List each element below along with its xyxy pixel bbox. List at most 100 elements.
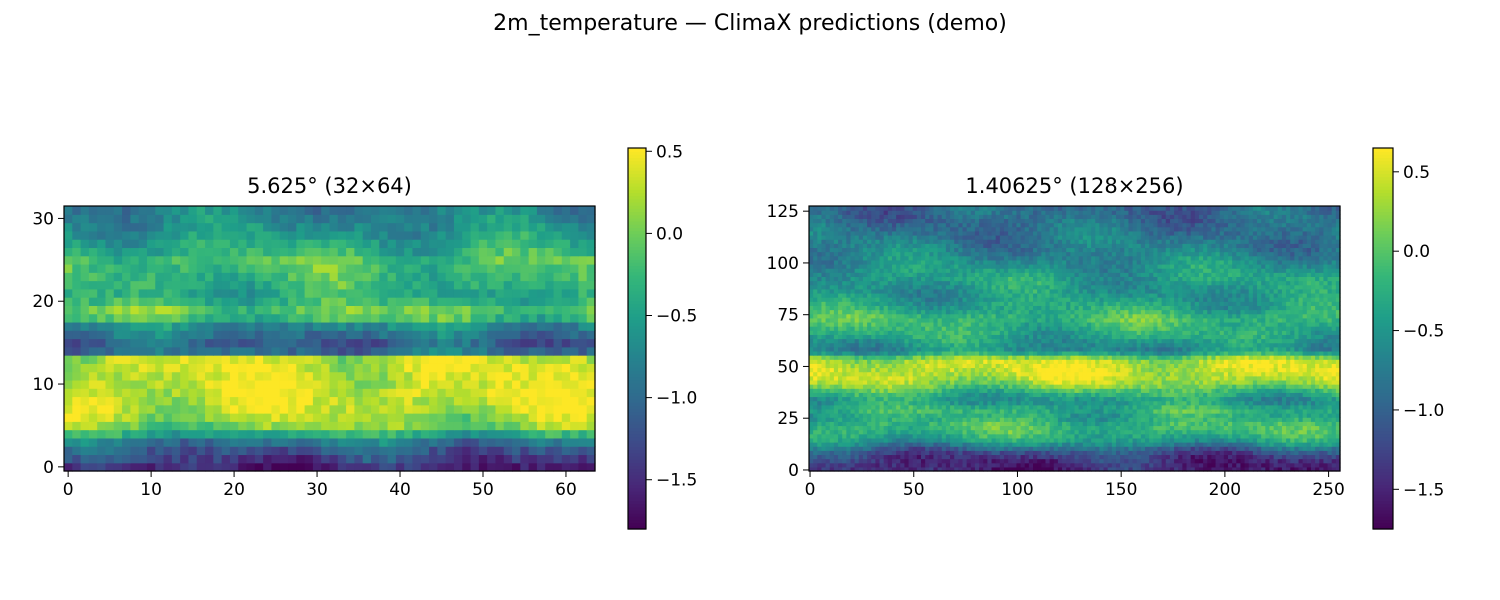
heatmap-cell xyxy=(370,313,380,323)
heatmap-cell xyxy=(1194,384,1200,389)
heatmap-cell xyxy=(487,429,497,439)
heatmap-cell xyxy=(1182,408,1188,414)
heatmap-cell xyxy=(1157,454,1163,460)
heatmap-cell xyxy=(1124,462,1130,468)
heatmap-cell xyxy=(88,247,98,257)
heatmap-cell xyxy=(1298,421,1304,427)
heatmap-cell xyxy=(999,388,1005,393)
heatmap-cell xyxy=(271,247,281,257)
heatmap-cell xyxy=(196,305,206,315)
heatmap-cell xyxy=(146,388,156,398)
heatmap-cell xyxy=(983,413,988,418)
heatmap-cell xyxy=(553,263,563,273)
heatmap-cell xyxy=(1016,392,1022,398)
heatmap-cell xyxy=(362,330,372,340)
heatmap-cell xyxy=(263,222,273,232)
heatmap-cell xyxy=(429,330,438,340)
heatmap-cell xyxy=(1103,454,1109,460)
heatmap-cell xyxy=(933,413,939,418)
heatmap-cell xyxy=(958,396,964,402)
heatmap-cell xyxy=(937,408,943,414)
heatmap-cell xyxy=(453,446,463,456)
heatmap-cell xyxy=(887,437,893,443)
heatmap-cell xyxy=(1294,417,1300,422)
heatmap-cell xyxy=(1198,408,1204,414)
heatmap-cell xyxy=(553,404,563,414)
heatmap-cell xyxy=(916,429,922,435)
heatmap-cell xyxy=(1244,417,1250,422)
heatmap-cell xyxy=(337,437,347,447)
heatmap-cell xyxy=(842,425,847,431)
y-tick-label: 10 xyxy=(32,375,54,395)
heatmap-cell xyxy=(321,330,331,340)
heatmap-cell xyxy=(1099,462,1105,468)
heatmap-cell xyxy=(1310,388,1316,393)
heatmap-cell xyxy=(1132,454,1138,460)
heatmap-cell xyxy=(213,239,223,249)
heatmap-cell xyxy=(512,404,521,414)
heatmap-cell xyxy=(64,454,73,464)
heatmap-cell xyxy=(570,338,580,348)
heatmap-cell xyxy=(1269,454,1275,460)
heatmap-cell xyxy=(296,404,306,414)
heatmap-cell xyxy=(263,272,273,282)
heatmap-cell xyxy=(862,408,868,414)
heatmap-cell xyxy=(462,446,472,456)
heatmap-cell xyxy=(1111,400,1117,406)
heatmap-cell xyxy=(586,437,596,447)
heatmap-cell xyxy=(180,255,190,265)
heatmap-cell xyxy=(221,454,231,464)
heatmap-cell xyxy=(578,263,588,273)
heatmap-cell xyxy=(503,429,513,439)
heatmap-cell xyxy=(1057,458,1063,464)
heatmap-cell xyxy=(171,363,181,373)
heatmap-cell xyxy=(879,450,885,456)
heatmap-cell xyxy=(1335,446,1341,451)
heatmap-cell xyxy=(1265,396,1271,402)
heatmap-cell xyxy=(1053,425,1059,431)
heatmap-cell xyxy=(1145,379,1150,385)
heatmap-cell xyxy=(1211,462,1217,468)
heatmap-cell xyxy=(813,413,818,418)
heatmap-cell xyxy=(1227,425,1233,431)
heatmap-cell xyxy=(875,433,881,439)
heatmap-cell xyxy=(163,297,173,306)
heatmap-cell xyxy=(1294,388,1300,393)
heatmap-cell xyxy=(470,313,480,323)
heatmap-cell xyxy=(904,396,910,402)
heatmap-cell xyxy=(304,355,314,364)
heatmap-cell xyxy=(487,263,497,273)
heatmap-cell xyxy=(437,288,447,298)
heatmap-cell xyxy=(1120,379,1125,385)
heatmap-cell xyxy=(337,454,347,464)
heatmap-cell xyxy=(288,346,297,356)
heatmap-cell xyxy=(858,413,864,418)
heatmap-cell xyxy=(221,222,231,232)
heatmap-cell xyxy=(271,454,281,464)
heatmap-cell xyxy=(1020,446,1026,451)
heatmap-cell xyxy=(362,313,372,323)
colorbar-segment xyxy=(628,471,646,476)
heatmap-cell xyxy=(1265,408,1271,414)
heatmap-cell xyxy=(991,454,997,460)
heatmap-cell xyxy=(113,454,123,464)
heatmap-cell xyxy=(1327,421,1333,427)
heatmap-cell xyxy=(999,462,1005,468)
heatmap-cell xyxy=(586,239,596,249)
heatmap-cell xyxy=(420,239,430,249)
heatmap-cell xyxy=(1095,466,1100,472)
heatmap-cell xyxy=(1327,450,1333,456)
heatmap-cell xyxy=(1062,421,1067,427)
heatmap-cell xyxy=(970,404,976,410)
heatmap-cell xyxy=(1198,379,1204,385)
heatmap-cell xyxy=(296,247,306,257)
heatmap-cell xyxy=(512,355,521,364)
heatmap-cell xyxy=(1277,466,1283,472)
colorbar-segment xyxy=(628,284,646,289)
heatmap-cell xyxy=(221,355,231,364)
heatmap-cell xyxy=(929,388,935,393)
heatmap-cell xyxy=(1223,437,1229,443)
heatmap-cell xyxy=(370,404,380,414)
heatmap-cell xyxy=(1140,462,1146,468)
heatmap-cell xyxy=(987,404,993,410)
